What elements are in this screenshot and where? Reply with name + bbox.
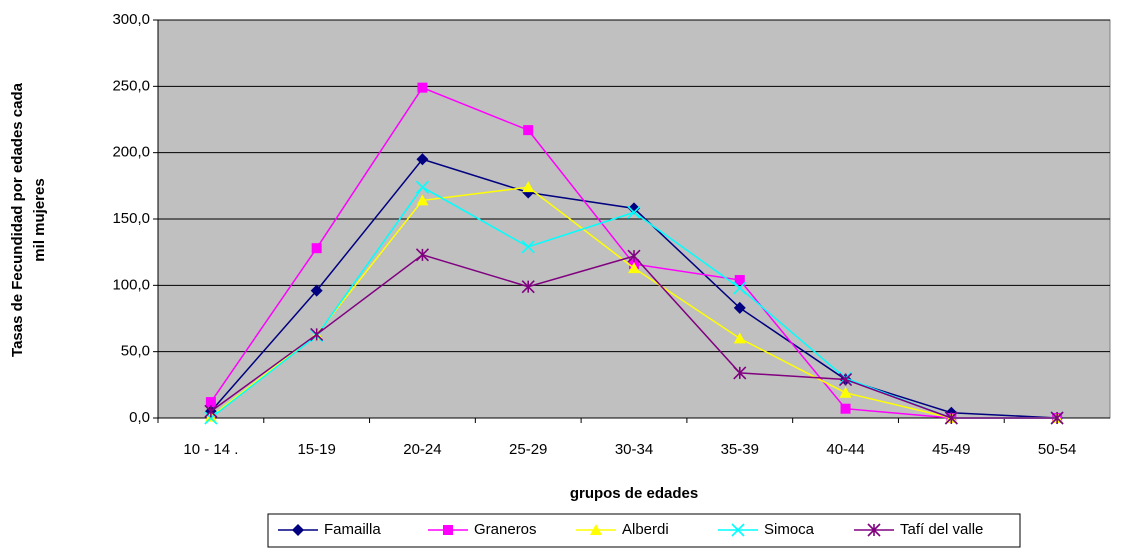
marker [521, 280, 535, 294]
marker [443, 525, 453, 535]
marker [733, 301, 746, 314]
y-axis-label: mil mujeres [31, 178, 48, 261]
marker [840, 403, 851, 414]
marker [733, 366, 747, 380]
marker [292, 524, 304, 536]
marker [523, 125, 534, 136]
x-tick-label: 15-19 [297, 441, 335, 458]
legend-label: Alberdi [622, 521, 669, 538]
x-tick-label: 20-24 [403, 441, 441, 458]
marker [204, 404, 218, 418]
marker [415, 180, 430, 194]
y-tick-label: 50,0 [121, 343, 150, 360]
marker [627, 205, 641, 219]
legend-box [267, 513, 1021, 548]
y-tick-label: 0,0 [129, 409, 150, 426]
x-tick-label: 25-29 [509, 441, 547, 458]
y-tick-label: 100,0 [112, 276, 150, 293]
marker [839, 386, 852, 398]
marker [590, 524, 602, 535]
marker [628, 262, 640, 274]
y-tick-label: 200,0 [112, 144, 150, 161]
marker [417, 82, 428, 93]
marker [734, 275, 745, 286]
marker [415, 248, 430, 262]
marker [628, 202, 640, 215]
legend-label: Simoca [764, 521, 815, 538]
marker [733, 281, 747, 295]
marker [310, 327, 324, 341]
marker [944, 411, 958, 425]
marker [205, 397, 216, 408]
marker [522, 181, 535, 193]
marker [311, 243, 322, 254]
marker [1050, 411, 1064, 425]
marker [731, 523, 745, 537]
legend-label: Tafí del valle [900, 521, 983, 538]
marker [416, 194, 429, 206]
marker [627, 249, 641, 263]
marker [204, 411, 218, 425]
marker [310, 284, 323, 297]
x-axis-label: grupos de edades [570, 485, 698, 502]
x-tick-label: 40-44 [826, 441, 864, 458]
legend-label: Famailla [324, 521, 381, 538]
marker [416, 153, 429, 166]
marker [838, 372, 853, 387]
marker [521, 240, 535, 254]
x-tick-label: 10 - 14 . [183, 441, 238, 458]
marker [867, 523, 881, 537]
marker [733, 332, 746, 344]
y-tick-label: 250,0 [112, 77, 150, 94]
y-tick-label: 150,0 [112, 210, 150, 227]
x-tick-label: 35-39 [721, 441, 759, 458]
x-tick-label: 50-54 [1038, 441, 1076, 458]
x-tick-label: 45-49 [932, 441, 970, 458]
y-axis-label: Tasas de Fecundidad por edades cada [9, 82, 26, 357]
legend-label: Graneros [474, 521, 537, 538]
x-tick-label: 30-34 [615, 441, 653, 458]
y-tick-label: 300,0 [112, 11, 150, 28]
